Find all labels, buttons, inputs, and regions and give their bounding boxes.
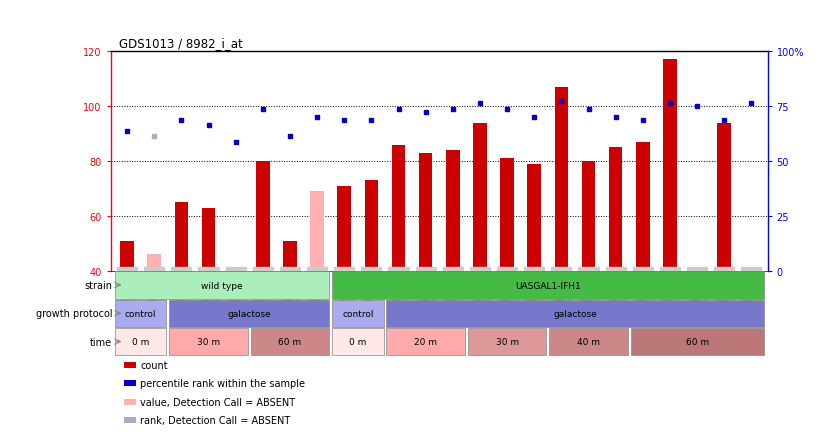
Text: value, Detection Call = ABSENT: value, Detection Call = ABSENT xyxy=(140,397,296,407)
Text: 60 m: 60 m xyxy=(686,337,709,346)
Bar xyxy=(124,399,135,404)
Text: percentile rank within the sample: percentile rank within the sample xyxy=(140,378,305,388)
Bar xyxy=(631,328,764,355)
Text: galactose: galactose xyxy=(553,309,597,318)
Bar xyxy=(446,151,460,271)
Text: rank, Detection Call = ABSENT: rank, Detection Call = ABSENT xyxy=(140,415,291,425)
Bar xyxy=(527,164,541,271)
Text: 40 m: 40 m xyxy=(577,337,600,346)
Bar xyxy=(365,181,378,271)
Bar xyxy=(387,328,465,355)
Bar xyxy=(169,328,248,355)
Bar xyxy=(256,161,269,271)
Bar xyxy=(663,60,677,271)
Text: 30 m: 30 m xyxy=(197,337,220,346)
Bar xyxy=(124,417,135,423)
Bar xyxy=(250,328,329,355)
Bar xyxy=(124,380,135,386)
Text: growth protocol: growth protocol xyxy=(35,309,112,319)
Bar xyxy=(332,300,383,327)
Bar xyxy=(337,186,351,271)
Bar xyxy=(115,272,329,299)
Bar xyxy=(419,154,433,271)
Bar xyxy=(121,241,134,271)
Text: 30 m: 30 m xyxy=(496,337,519,346)
Bar xyxy=(473,123,487,271)
Bar xyxy=(148,255,161,271)
Bar xyxy=(229,269,242,271)
Bar xyxy=(554,88,568,271)
Text: 60 m: 60 m xyxy=(278,337,301,346)
Bar xyxy=(387,300,764,327)
Bar xyxy=(549,328,628,355)
Text: 0 m: 0 m xyxy=(132,337,149,346)
Bar xyxy=(609,148,622,271)
Bar xyxy=(500,159,514,271)
Text: 20 m: 20 m xyxy=(414,337,437,346)
Bar xyxy=(582,161,595,271)
Bar xyxy=(392,145,406,271)
Bar xyxy=(332,328,383,355)
Text: strain: strain xyxy=(85,280,112,290)
Bar xyxy=(115,300,167,327)
Text: UASGAL1-IFH1: UASGAL1-IFH1 xyxy=(515,281,580,290)
Text: time: time xyxy=(90,337,112,347)
Text: galactose: galactose xyxy=(227,309,271,318)
Text: 0 m: 0 m xyxy=(349,337,366,346)
Bar xyxy=(124,362,135,368)
Text: control: control xyxy=(125,309,157,318)
Text: count: count xyxy=(140,360,168,370)
Bar xyxy=(283,241,296,271)
Bar xyxy=(636,142,649,271)
Bar xyxy=(468,328,547,355)
Bar xyxy=(310,192,324,271)
Text: GDS1013 / 8982_i_at: GDS1013 / 8982_i_at xyxy=(119,37,243,50)
Bar xyxy=(115,328,167,355)
Bar xyxy=(169,300,329,327)
Text: control: control xyxy=(342,309,374,318)
Bar xyxy=(332,272,764,299)
Bar xyxy=(175,203,188,271)
Text: wild type: wild type xyxy=(201,281,243,290)
Bar xyxy=(718,123,731,271)
Bar xyxy=(202,208,215,271)
